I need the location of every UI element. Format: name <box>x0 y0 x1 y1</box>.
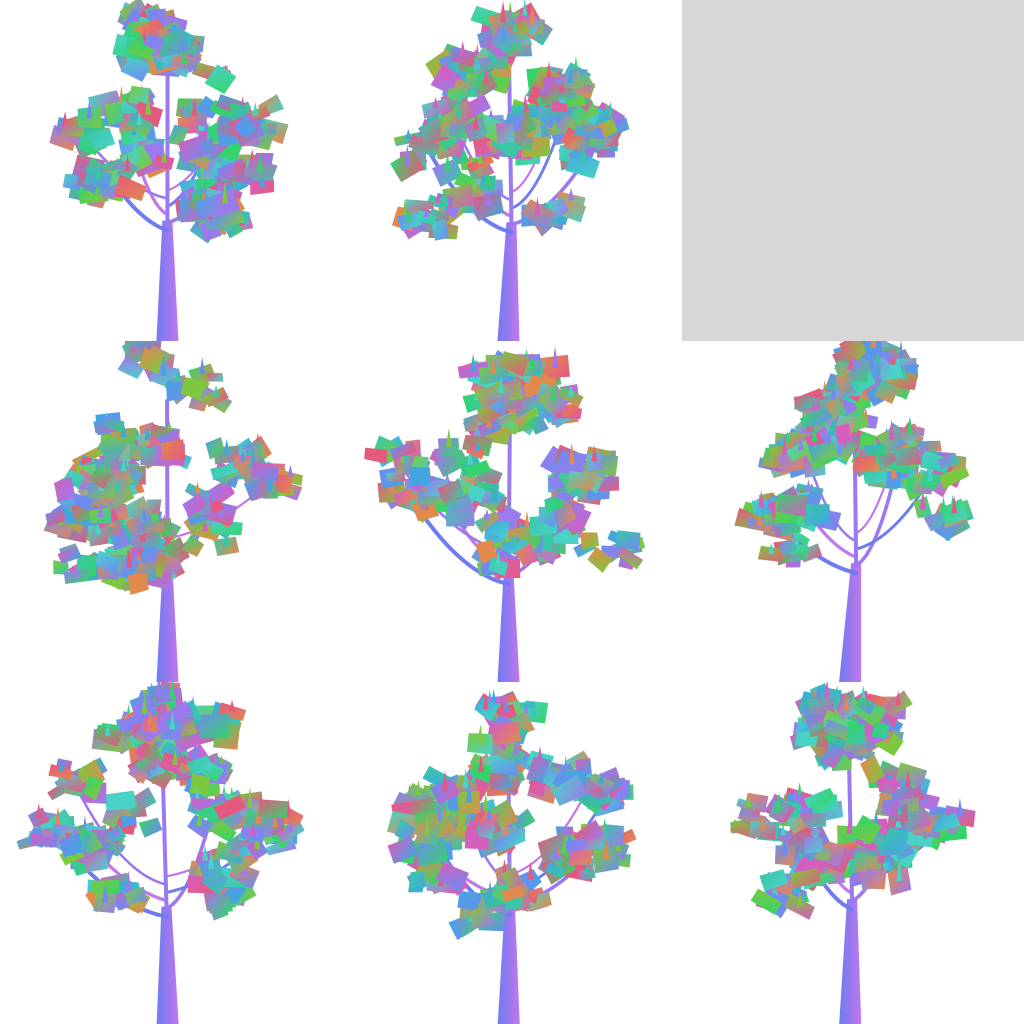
tree-trunk <box>839 563 862 682</box>
tree-foliage <box>390 0 630 241</box>
tree-render <box>16 682 305 1024</box>
tree-foliage <box>364 345 646 581</box>
tree-tile <box>0 341 341 682</box>
tree-trunk <box>497 904 520 1024</box>
tree-trunk <box>156 568 179 682</box>
tree-foliage <box>734 341 974 568</box>
tree-foliage <box>16 682 305 921</box>
tree-trunk <box>497 574 520 682</box>
tree-tile <box>341 682 682 1024</box>
tree-render <box>734 341 974 682</box>
tree-tile <box>0 682 341 1024</box>
empty-tile <box>682 0 1024 341</box>
tree-render <box>49 0 289 341</box>
tree-render <box>729 682 976 1024</box>
tree-trunk <box>497 222 520 341</box>
tree-tile <box>0 0 341 341</box>
tree-foliage <box>43 341 303 595</box>
tree-render <box>390 0 630 341</box>
tree-render <box>386 688 637 1024</box>
tree-trunk <box>839 899 862 1024</box>
tree-tile <box>341 0 682 341</box>
tree-tile <box>341 341 682 682</box>
tree-tile <box>682 682 1024 1024</box>
tree-foliage <box>729 682 976 920</box>
tree-trunk <box>156 906 179 1024</box>
tree-foliage <box>386 688 637 941</box>
tree-trunk <box>156 220 179 341</box>
tree-render <box>43 341 303 682</box>
tree-render <box>364 345 646 682</box>
tree-foliage <box>49 0 289 244</box>
tree-tile <box>682 341 1024 682</box>
